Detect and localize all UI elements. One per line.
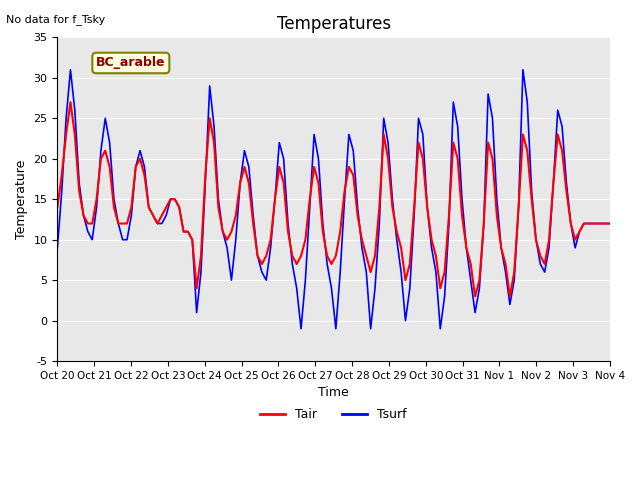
- Tair: [193, 286, 200, 291]
- Line: Tsurf: Tsurf: [58, 70, 610, 329]
- Tsurf: [193, 310, 200, 315]
- Tair: [54, 204, 61, 210]
- Tsurf: [536, 261, 544, 267]
- Tsurf: [589, 221, 596, 227]
- Line: Tair: Tair: [58, 102, 610, 296]
- Tsurf: [67, 67, 74, 72]
- Tair: [284, 229, 292, 235]
- Tsurf: [349, 148, 357, 154]
- Tsurf: [284, 221, 292, 227]
- Tair: [606, 221, 614, 227]
- Tair: [589, 221, 596, 227]
- Tsurf: [262, 277, 270, 283]
- Tair: [67, 99, 74, 105]
- Text: No data for f_Tsky: No data for f_Tsky: [6, 14, 106, 25]
- Tsurf: [54, 245, 61, 251]
- Text: BC_arable: BC_arable: [96, 57, 166, 70]
- X-axis label: Time: Time: [318, 386, 349, 399]
- Title: Temperatures: Temperatures: [276, 15, 391, 33]
- Tsurf: [297, 326, 305, 332]
- Tair: [536, 253, 544, 259]
- Legend: Tair, Tsurf: Tair, Tsurf: [255, 403, 412, 426]
- Y-axis label: Temperature: Temperature: [15, 159, 28, 239]
- Tair: [345, 164, 353, 170]
- Tair: [262, 253, 270, 259]
- Tsurf: [606, 221, 614, 227]
- Tair: [471, 293, 479, 299]
